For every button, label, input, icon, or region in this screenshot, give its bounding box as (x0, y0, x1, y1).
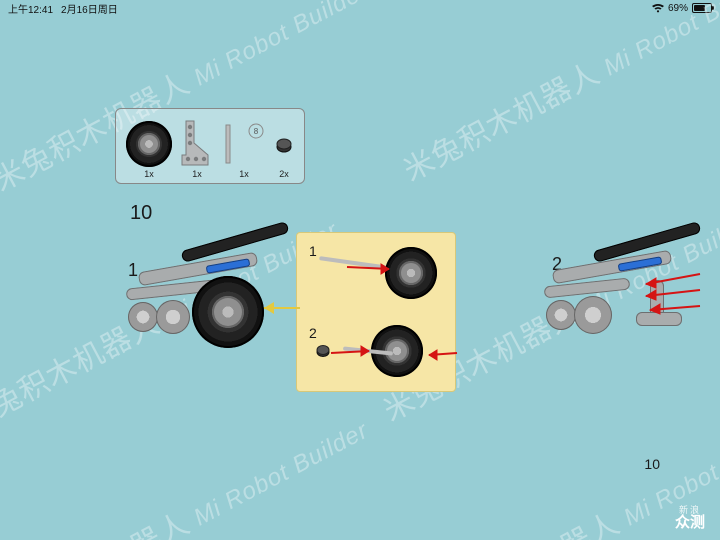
page-number: 10 (644, 456, 660, 472)
step-number: 10 (130, 202, 152, 225)
part-tire: 1x (126, 121, 172, 179)
part-liftarm-bent: 1x (180, 119, 214, 179)
qty-label: 2x (279, 169, 289, 179)
part-axle: 8 1x (222, 119, 266, 179)
assembly-right (540, 236, 720, 366)
svg-text:8: 8 (254, 127, 259, 136)
assembly-callout: 1 2 (296, 232, 456, 392)
screen: 上午12:41 2月16日周日 69% 米兔积木机器人Mi Robot Buil… (0, 0, 720, 540)
qty-label: 1x (192, 169, 202, 179)
arrow-icon (421, 345, 461, 363)
parts-panel: 1x 1x 8 1x (115, 108, 305, 184)
qty-label: 1x (144, 169, 154, 179)
part-bush: 2x (274, 119, 294, 179)
arrow-icon (636, 270, 706, 320)
assembly-left (120, 236, 300, 366)
instruction-page[interactable]: 米兔积木机器人Mi Robot Builder 米兔积木机器人Mi Robot … (0, 0, 720, 540)
sina-watermark: 新浪 众测 (666, 506, 714, 534)
arrow-icon (343, 257, 403, 277)
arrow-icon (327, 341, 383, 361)
qty-label: 1x (239, 169, 249, 179)
callout-substep-1: 1 (309, 243, 317, 259)
callout-substep-2: 2 (309, 325, 317, 341)
